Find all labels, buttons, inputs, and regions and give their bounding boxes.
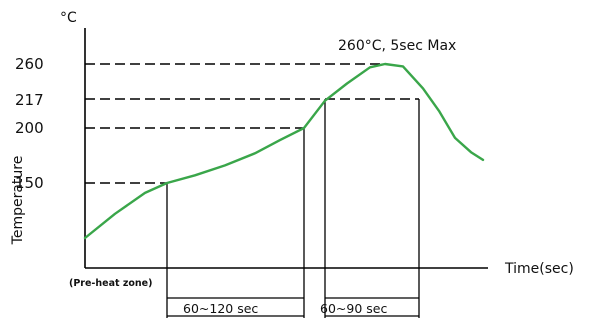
y-tick-label-217: 217 [15, 91, 44, 109]
liquidus-duration-label: 60~90 sec [320, 301, 387, 316]
soak-duration-label: 60~120 sec [183, 301, 258, 316]
peak-annotation: 260°C, 5sec Max [338, 38, 456, 54]
y-axis-label: Temperature [10, 156, 26, 246]
temperature-profile-line [83, 62, 485, 240]
liquidus-duration-bar [325, 297, 419, 317]
y-tick-label-260: 260 [15, 55, 44, 73]
y-tick-label-200: 200 [15, 119, 44, 137]
soak-duration-bar [167, 297, 304, 317]
y-unit-label: °C [60, 10, 77, 26]
preheat-zone-label: (Pre-heat zone) [69, 278, 152, 289]
y-tick-label-150: 150 [15, 174, 44, 192]
x-axis-label: Time(sec) [504, 261, 574, 277]
